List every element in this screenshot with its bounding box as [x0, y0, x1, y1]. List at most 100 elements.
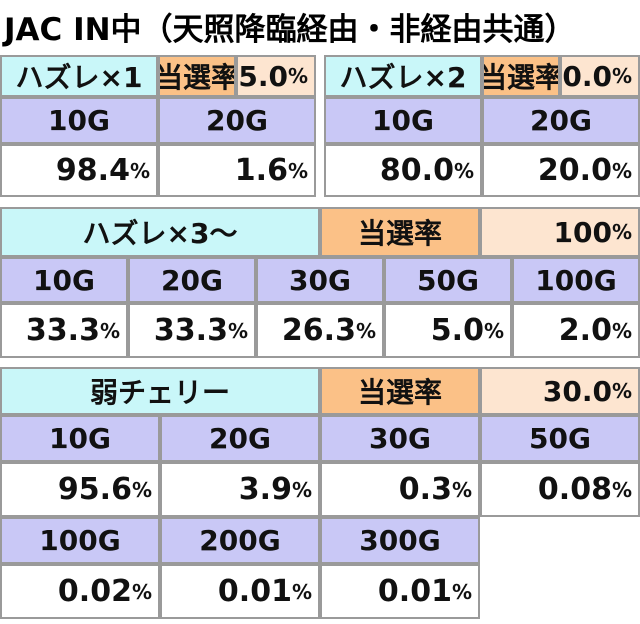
rate-label: 当選率 — [320, 207, 480, 257]
label-text: ハズレ×1 — [15, 61, 143, 94]
value-cell: 3.9% — [160, 462, 320, 517]
game-text: 20G — [206, 104, 268, 137]
unit: % — [99, 318, 120, 343]
value-cell: 33.3% — [0, 303, 128, 358]
rate-value: 30.0% — [480, 367, 640, 415]
unit: % — [355, 318, 376, 343]
number: 0.3 — [398, 472, 452, 507]
value-cell: 1.6% — [158, 144, 316, 197]
number: 1.6 — [234, 153, 288, 188]
section-label: ハズレ×3～ — [0, 207, 320, 257]
game-cell: 100G — [512, 257, 640, 303]
rate-value: 50.0% — [560, 55, 640, 97]
game-text: 100G — [39, 524, 121, 557]
section-label: ハズレ×2 — [324, 55, 482, 97]
label-text: ハズレ×3～ — [82, 217, 238, 250]
number: 26.3 — [281, 313, 356, 348]
value-cell: 0.01% — [320, 564, 480, 619]
game-cell: 20G — [482, 97, 640, 144]
value-cell: 80.0% — [324, 144, 482, 197]
rate-label: 当選率 — [320, 367, 480, 415]
number: 0.08 — [537, 472, 612, 507]
value-cell: 0.02% — [0, 564, 160, 619]
game-text: 10G — [49, 422, 111, 455]
unit: % — [611, 64, 632, 88]
unit: % — [483, 318, 504, 343]
value-cell: 98.4% — [0, 144, 158, 197]
number: 100 — [553, 215, 612, 249]
game-cell: 20G — [158, 97, 316, 144]
unit: % — [131, 579, 152, 604]
label-text: ハズレ×2 — [339, 61, 467, 94]
label-text: 当選率 — [357, 376, 442, 409]
unit: % — [451, 477, 472, 502]
unit: % — [291, 579, 312, 604]
rate-label: 当選率 — [158, 55, 236, 97]
rate-value: 100% — [480, 207, 640, 257]
label-text: 当選率 — [357, 217, 442, 250]
game-cell: 50G — [480, 415, 640, 462]
unit: % — [611, 318, 632, 343]
unit: % — [129, 158, 150, 183]
unit: % — [287, 158, 308, 183]
game-text: 20G — [530, 104, 592, 137]
game-cell: 10G — [0, 415, 160, 462]
number: 98.4 — [55, 153, 130, 188]
game-text: 100G — [535, 263, 617, 297]
unit: % — [451, 579, 472, 604]
value-cell: 5.0% — [384, 303, 512, 358]
game-cell: 50G — [384, 257, 512, 303]
unit: % — [611, 220, 632, 244]
game-cell: 30G — [320, 415, 480, 462]
rate-label: 当選率 — [482, 55, 560, 97]
label-text: 当選率 — [482, 61, 560, 94]
unit: % — [611, 379, 632, 403]
game-text: 10G — [372, 104, 434, 137]
game-cell: 30G — [256, 257, 384, 303]
number: 5.0 — [430, 313, 484, 348]
unit: % — [131, 477, 152, 502]
value-cell: 20.0% — [482, 144, 640, 197]
number: 0.02 — [57, 574, 132, 609]
label-text: 弱チェリー — [89, 376, 230, 409]
number: 33.3 — [25, 313, 100, 348]
number: 50.0 — [562, 59, 612, 93]
unit: % — [453, 158, 474, 183]
number: 25.0 — [238, 59, 288, 93]
game-cell: 300G — [320, 517, 480, 564]
label-text: 当選率 — [158, 61, 236, 94]
game-text: 30G — [289, 263, 351, 297]
unit: % — [291, 477, 312, 502]
value-cell: 26.3% — [256, 303, 384, 358]
value-cell: 0.01% — [160, 564, 320, 619]
game-cell: 20G — [128, 257, 256, 303]
game-text: 30G — [369, 422, 431, 455]
section-label: ハズレ×1 — [0, 55, 158, 97]
unit: % — [611, 477, 632, 502]
game-cell: 10G — [324, 97, 482, 144]
game-cell: 20G — [160, 415, 320, 462]
value-cell: 2.0% — [512, 303, 640, 358]
game-text: 10G — [48, 104, 110, 137]
game-text: 10G — [33, 263, 95, 297]
game-text: 50G — [417, 263, 479, 297]
title: JAC IN中（天照降臨経由・非経由共通） — [4, 12, 576, 48]
rate-value: 25.0% — [236, 55, 316, 97]
number: 80.0 — [379, 153, 454, 188]
game-text: 300G — [359, 524, 441, 557]
game-cell: 10G — [0, 257, 128, 303]
number: 2.0 — [558, 313, 612, 348]
game-cell: 200G — [160, 517, 320, 564]
value-cell: 95.6% — [0, 462, 160, 517]
game-text: 20G — [161, 263, 223, 297]
section-label: 弱チェリー — [0, 367, 320, 415]
value-cell: 0.08% — [480, 462, 640, 517]
game-cell: 100G — [0, 517, 160, 564]
number: 0.01 — [217, 574, 292, 609]
number: 95.6 — [57, 472, 132, 507]
game-cell: 10G — [0, 97, 158, 144]
game-text: 200G — [199, 524, 281, 557]
number: 3.9 — [238, 472, 292, 507]
game-text: 20G — [209, 422, 271, 455]
